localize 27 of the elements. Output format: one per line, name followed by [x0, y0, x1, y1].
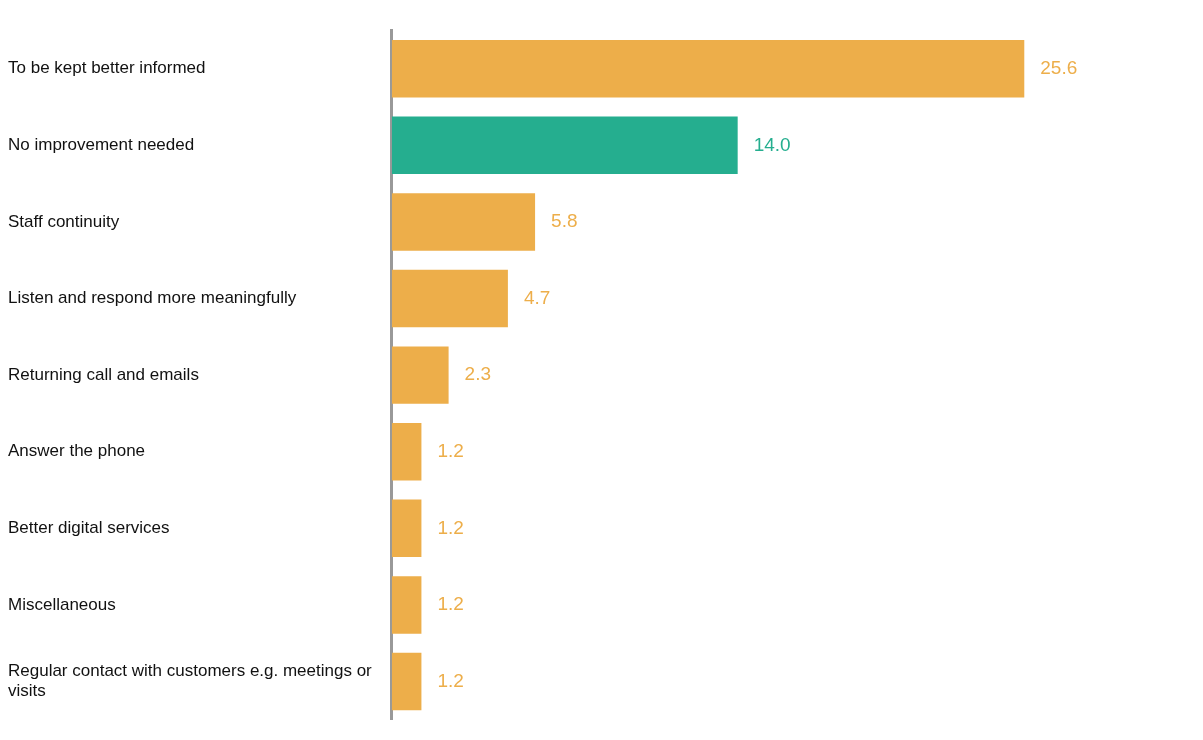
- y-tick-label: Better digital services: [8, 517, 170, 537]
- bar: [391, 346, 449, 404]
- y-tick-label: To be kept better informed: [8, 58, 206, 78]
- data-label: 2.3: [464, 363, 492, 385]
- data-label: 1.2: [437, 593, 464, 615]
- data-label: 5.8: [551, 210, 578, 232]
- data-label: 1.2: [437, 516, 464, 538]
- data-label: 14.0: [753, 133, 791, 155]
- bar: [391, 652, 422, 711]
- bar: [391, 269, 508, 328]
- data-label: 4.7: [523, 286, 551, 308]
- y-tick-label: Miscellaneous: [8, 594, 116, 614]
- bar: [391, 422, 422, 481]
- bar: [391, 576, 422, 634]
- bar: [391, 116, 738, 175]
- y-tick-label: Returning call and emails: [8, 364, 199, 384]
- data-label: 1.2: [437, 439, 464, 461]
- bar: [391, 499, 422, 558]
- y-tick-label: Listen and respond more meaningfully: [8, 288, 297, 308]
- data-label: 25.6: [1040, 56, 1078, 78]
- y-tick-label: Answer the phone: [8, 441, 146, 461]
- y-tick-label: Regular contact with customers e.g. meetings or visits: [8, 660, 373, 701]
- y-tick-label: Staff continuity: [8, 211, 120, 231]
- data-label: 1.2: [437, 669, 464, 691]
- bar: [391, 39, 1025, 98]
- bar: [391, 193, 536, 251]
- y-tick-label: No improvement needed: [8, 134, 195, 154]
